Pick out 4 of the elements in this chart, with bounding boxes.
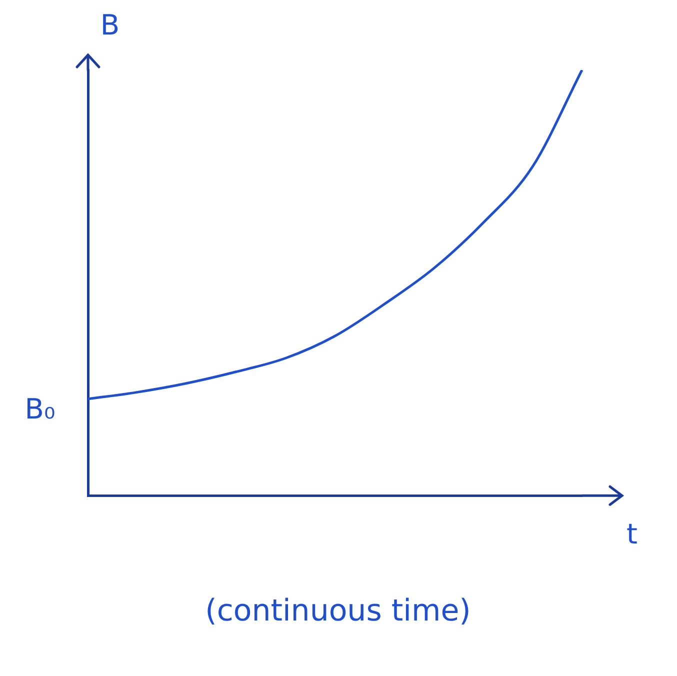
- y-axis-title: B: [100, 8, 120, 42]
- text: B₀: [24, 392, 56, 426]
- text: (continuous time): [205, 593, 471, 628]
- x-axis-title: t: [626, 517, 638, 550]
